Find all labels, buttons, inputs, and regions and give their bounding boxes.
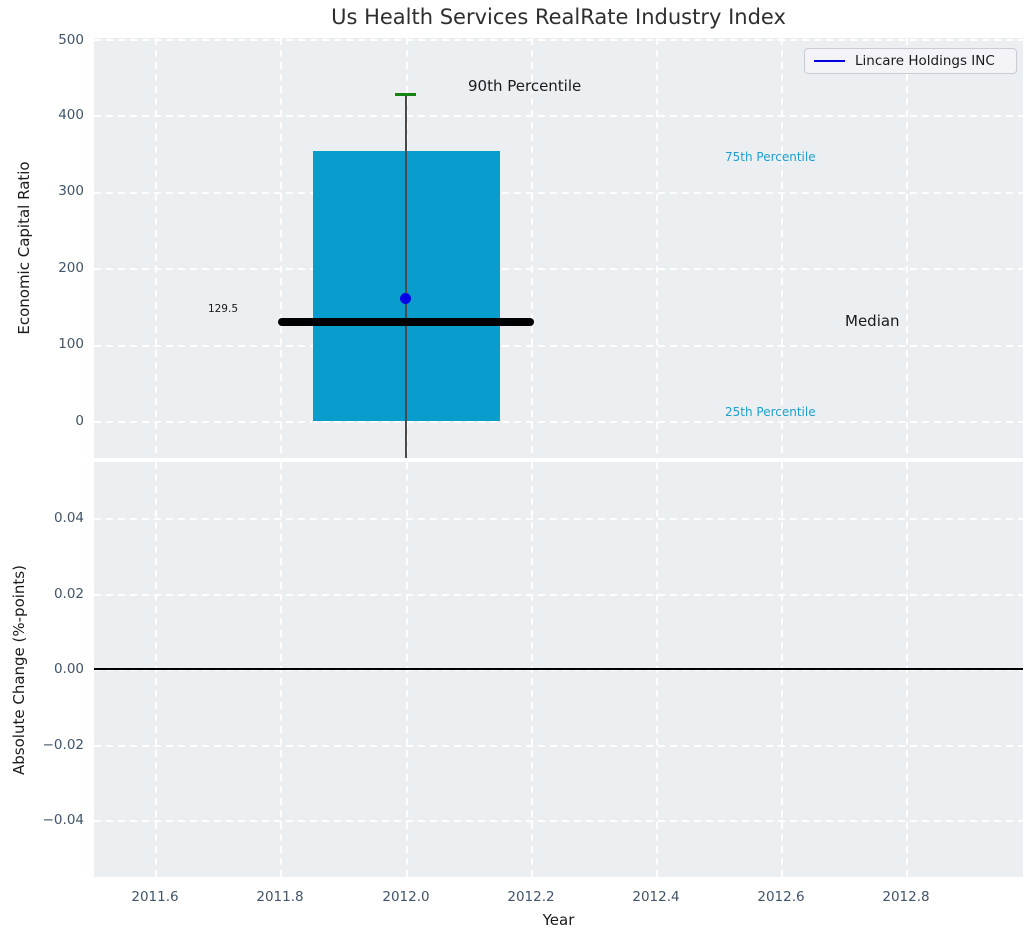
gridline-v: [656, 462, 658, 877]
gridline-v: [781, 462, 783, 877]
company-data-point: [400, 293, 411, 304]
gridline-v: [531, 462, 533, 877]
gridline-v: [906, 38, 908, 458]
gridline-v: [155, 38, 157, 458]
ytick-bottom: −0.04: [42, 812, 84, 828]
ytick-bottom: 0.02: [53, 586, 84, 602]
annotation-median: Median: [845, 312, 900, 330]
chart-title: Us Health Services RealRate Industry Ind…: [331, 5, 786, 29]
xtick: 2011.8: [256, 889, 304, 905]
xtick: 2012.0: [382, 889, 430, 905]
gridline-v: [656, 38, 658, 458]
gridline-h: [94, 421, 1023, 423]
ytick-bottom: −0.02: [42, 737, 84, 753]
gridline-h: [94, 518, 1023, 520]
xtick: 2012.2: [507, 889, 555, 905]
ytick-top: 100: [58, 336, 84, 352]
legend-line-swatch: [814, 59, 845, 63]
gridline-h: [94, 594, 1023, 596]
xtick: 2012.8: [882, 889, 930, 905]
gridline-h: [94, 745, 1023, 747]
median-line: [278, 318, 534, 326]
whisker-line: [405, 94, 407, 458]
gridline-v: [531, 38, 533, 458]
bottom-y-axis-label: Absolute Change (%-points): [10, 565, 28, 775]
ytick-top: 400: [58, 107, 84, 123]
gridline-h: [94, 268, 1023, 270]
ytick-top: 0: [75, 413, 84, 429]
gridline-h: [94, 669, 1023, 671]
annotation-25th-percentile: 25th Percentile: [725, 405, 816, 419]
gridline-v: [781, 38, 783, 458]
x-axis-label: Year: [542, 911, 575, 929]
xtick: 2011.6: [131, 889, 179, 905]
xtick: 2012.4: [632, 889, 680, 905]
gridline-v: [280, 38, 282, 458]
gridline-v: [155, 462, 157, 877]
gridline-h: [94, 115, 1023, 117]
ytick-bottom: 0.00: [53, 661, 84, 677]
gridline-v: [280, 462, 282, 877]
annotation-median-value: 129.5: [207, 303, 238, 315]
gridline-h: [94, 820, 1023, 822]
annotation-75th-percentile: 75th Percentile: [725, 150, 816, 164]
annotation-90th-percentile: 90th Percentile: [468, 77, 582, 95]
gridline-v: [906, 462, 908, 877]
ytick-top: 500: [58, 32, 84, 48]
p90-cap: [395, 93, 416, 96]
gridline-h: [94, 39, 1023, 41]
top-y-axis-label: Economic Capital Ratio: [15, 161, 33, 335]
legend: Lincare Holdings INC: [804, 48, 1017, 74]
gridline-h: [94, 192, 1023, 194]
ytick-top: 200: [58, 260, 84, 276]
bottom-plot-area: [94, 462, 1023, 877]
ytick-top: 300: [58, 183, 84, 199]
top-plot-area: 90th Percentile 75th Percentile Median 2…: [94, 38, 1023, 458]
xtick: 2012.6: [757, 889, 805, 905]
ytick-bottom: 0.04: [53, 510, 84, 526]
gridline-v: [406, 462, 408, 877]
zero-reference-line: [94, 667, 1023, 670]
legend-label: Lincare Holdings INC: [855, 53, 995, 69]
gridline-h: [94, 345, 1023, 347]
